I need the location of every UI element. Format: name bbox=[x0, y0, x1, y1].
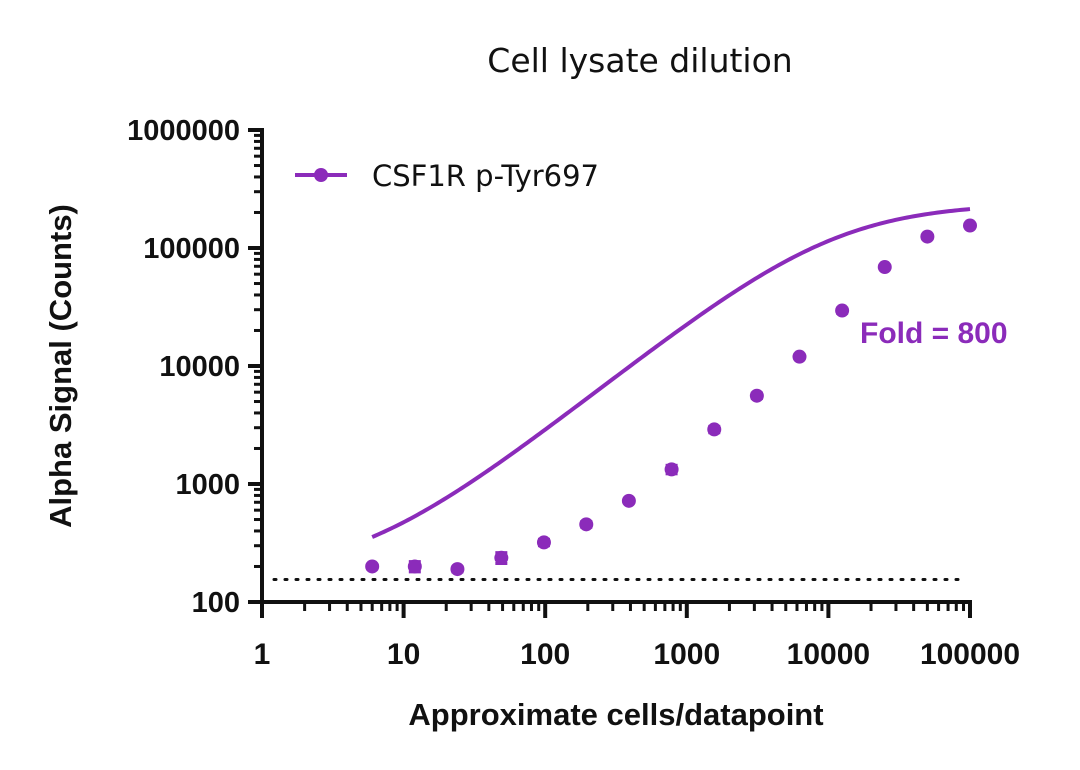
marker bbox=[407, 559, 422, 574]
y-tick-label: 1000000 bbox=[127, 115, 240, 147]
axes bbox=[260, 128, 972, 604]
data-point bbox=[920, 229, 935, 244]
legend: CSF1R p-Tyr697 bbox=[295, 159, 599, 193]
data-point bbox=[749, 388, 764, 403]
data-point bbox=[365, 559, 380, 574]
fit-line bbox=[371, 207, 971, 539]
x-tick-label: 100 bbox=[520, 638, 570, 671]
fit-curve bbox=[371, 207, 971, 539]
data-point bbox=[792, 349, 807, 364]
marker bbox=[792, 349, 807, 364]
marker bbox=[536, 535, 551, 550]
y-axis-label: Alpha Signal (Counts) bbox=[43, 204, 78, 528]
marker bbox=[365, 559, 380, 574]
marker bbox=[920, 229, 935, 244]
data-point bbox=[664, 462, 679, 477]
data-point bbox=[963, 218, 977, 233]
y-tick-label: 100000 bbox=[143, 233, 240, 265]
x-ticks: 1 10 100 1000 10000 100000 bbox=[254, 602, 1020, 671]
y-tick-label: 1000 bbox=[175, 469, 240, 501]
data-point bbox=[707, 422, 722, 437]
x-axis-label: Approximate cells/datapoint bbox=[408, 697, 823, 732]
marker bbox=[450, 562, 465, 577]
data-point bbox=[536, 535, 551, 550]
data-point bbox=[621, 493, 636, 508]
marker bbox=[963, 218, 977, 233]
x-tick-label: 100000 bbox=[920, 638, 1020, 671]
chart-title: Cell lysate dilution bbox=[487, 41, 792, 80]
marker bbox=[664, 462, 679, 477]
data-point bbox=[579, 517, 594, 532]
data-point bbox=[450, 562, 465, 577]
data-point bbox=[407, 559, 422, 574]
data-point bbox=[877, 260, 892, 275]
legend-marker bbox=[314, 168, 328, 182]
marker bbox=[835, 303, 850, 318]
x-tick-label: 10 bbox=[387, 638, 420, 671]
marker bbox=[494, 550, 509, 565]
data-points bbox=[365, 218, 977, 577]
y-tick-label: 100 bbox=[192, 587, 240, 619]
marker bbox=[707, 422, 722, 437]
marker bbox=[579, 517, 594, 532]
marker bbox=[877, 260, 892, 275]
data-point bbox=[835, 303, 850, 318]
x-tick-label: 1 bbox=[254, 638, 271, 671]
marker bbox=[621, 493, 636, 508]
y-ticks: 100 1000 10000 100000 1000000 bbox=[127, 115, 262, 619]
x-tick-label: 10000 bbox=[787, 638, 870, 671]
legend-label: CSF1R p-Tyr697 bbox=[372, 159, 599, 193]
x-tick-label: 1000 bbox=[653, 638, 720, 671]
fold-annotation: Fold = 800 bbox=[860, 317, 1008, 350]
data-point bbox=[494, 550, 509, 565]
y-tick-label: 10000 bbox=[159, 351, 240, 383]
marker bbox=[749, 388, 764, 403]
